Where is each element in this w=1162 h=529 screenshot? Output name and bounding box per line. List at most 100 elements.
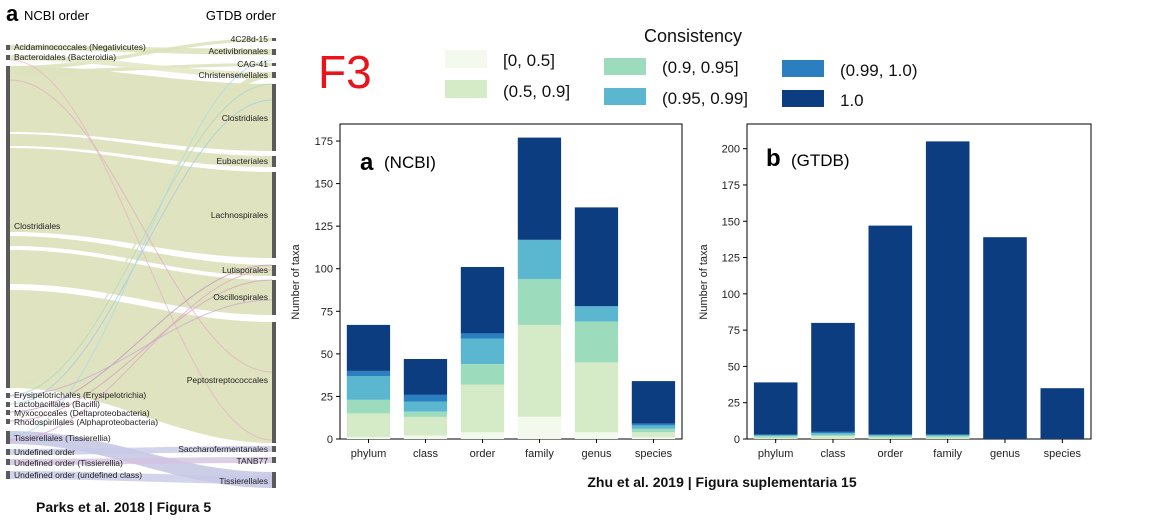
ncbi-bar-erysipelotrichales — [6, 393, 10, 398]
y-tick-label: 25 — [321, 391, 333, 403]
x-tick-label: class — [413, 448, 439, 460]
y-tick-label: 75 — [321, 306, 333, 318]
chart-gtdb-bars — [753, 141, 1085, 439]
ncbi-bar-rhodospirillales — [6, 419, 10, 424]
bar-segment-order — [868, 434, 913, 437]
bar-segment-class — [403, 394, 448, 402]
bar-segment-family — [925, 434, 970, 437]
bar-segment-class — [811, 431, 855, 434]
y-tick-label: 200 — [722, 144, 740, 156]
ncbi-bar-acidaminococcales — [6, 45, 10, 50]
sankey-thin-flow — [9, 264, 273, 413]
x-tick-label: order — [877, 448, 903, 460]
sankey-thin-flow — [9, 79, 273, 373]
bar-segment-phylum — [346, 399, 391, 414]
bar-segment-family — [925, 436, 970, 438]
bar-segment-phylum — [753, 382, 798, 435]
legend-label-05-09: (0.5, 0.9] — [503, 82, 570, 101]
y-tick-label: 150 — [315, 179, 333, 191]
bar-segment-order — [460, 364, 505, 385]
bar-segment-genus — [983, 237, 1027, 439]
y-tick-label: 0 — [734, 434, 740, 446]
gtdb-bar-cag-41 — [272, 63, 276, 66]
ncbi-bar-lactobacillales — [6, 402, 10, 407]
ncbi-bar-undefined — [6, 449, 10, 455]
legend-swatch-099-1 — [782, 60, 824, 77]
f3-label: F3 — [318, 46, 372, 98]
chart-gtdb-frame — [746, 123, 1092, 440]
gtdb-label: TANB77 — [237, 456, 269, 466]
bar-segment-class — [403, 401, 448, 412]
legend-title: Consistency — [644, 26, 742, 46]
bar-segment-phylum — [753, 434, 798, 437]
ncbi-label: Bacteroidales (Bacteroidia) — [14, 52, 116, 62]
sankey-flow — [10, 446, 272, 455]
chart-ncbi-title: (NCBI) — [384, 153, 436, 172]
sankey-thin-flow — [9, 279, 273, 422]
chart-ncbi-frame — [339, 123, 683, 440]
gtdb-bar-tissierellales — [272, 472, 276, 488]
ncbi-order-header: NCBI order — [24, 8, 90, 23]
sankey-flow — [10, 236, 272, 276]
gtdb-bar-christensenellales — [272, 72, 276, 78]
ncbi-label: Lactobacillales (Bacilli) — [14, 399, 100, 409]
sankey-thin-flow — [9, 269, 273, 441]
legend-label-1: 1.0 — [840, 91, 864, 110]
gtdb-label: Eubacteriales — [216, 156, 268, 166]
bar-segment-order — [460, 384, 505, 433]
gtdb-label: Clostridiales — [222, 113, 268, 123]
bar-segment-order — [460, 338, 505, 364]
bar-segment-family — [517, 416, 562, 439]
x-tick-label: genus — [990, 448, 1020, 460]
ncbi-bar-tissierellales — [6, 431, 10, 444]
bar-segment-phylum — [346, 413, 391, 438]
x-tick-label: phylum — [758, 448, 793, 460]
x-tick-label: order — [470, 448, 496, 460]
chart-ncbi-ylabel: Number of taxa — [290, 244, 302, 320]
bar-segment-species — [1040, 388, 1085, 439]
bar-segment-order — [460, 267, 505, 334]
bar-segment-order — [460, 432, 505, 439]
bar-segment-species — [631, 423, 676, 426]
ncbi-label: Rhodospirillales (Alphaproteobacteria) — [14, 417, 158, 427]
y-tick-label: 0 — [327, 434, 333, 446]
gtdb-label: Acetivibrionales — [208, 46, 268, 56]
bar-segment-family — [925, 437, 970, 439]
x-tick-label: phylum — [351, 448, 386, 460]
ncbi-order-bars — [6, 45, 10, 479]
sankey-panel: a NCBI order GTDB order — [6, 1, 277, 515]
y-tick-label: 100 — [315, 264, 333, 276]
bar-segment-order — [460, 333, 505, 339]
bar-segment-family — [517, 278, 562, 325]
sankey-flow — [10, 45, 272, 55]
ncbi-label: Undefined order — [14, 447, 75, 457]
legend-swatch-09-095 — [604, 58, 646, 75]
chart-gtdb-yticks: 0 25 50 75 100 125 150 175 200 — [722, 144, 747, 446]
x-tick-label: species — [635, 448, 673, 460]
ncbi-label: Myxococcales (Deltaproteobacteria) — [14, 408, 150, 418]
legend-label-099-1: (0.99, 1.0) — [840, 61, 918, 80]
sankey-flow — [10, 290, 272, 443]
gtdb-bar-eubacteriales — [272, 156, 276, 167]
sankey-flows — [9, 38, 273, 488]
bar-segment-class — [811, 322, 855, 432]
bar-segment-class — [811, 433, 855, 435]
ncbi-label: Tissierellales (Tissierellia) — [14, 433, 111, 443]
bar-segment-phylum — [346, 370, 391, 376]
ncbi-label: Clostridiales — [14, 221, 60, 231]
y-tick-label: 150 — [722, 216, 740, 228]
gtdb-bar-lachnospirales — [272, 172, 276, 258]
legend-swatch-05-09 — [445, 80, 487, 98]
y-tick-label: 125 — [722, 253, 740, 265]
sankey-flow — [10, 148, 272, 258]
x-tick-label: family — [525, 448, 554, 460]
right-caption: Zhu et al. 2019 | Figura suplementaria 1… — [587, 474, 856, 490]
gtdb-order-labels: 4C28d-15 Acetivibrionales CAG-41 Christe… — [178, 34, 268, 486]
sankey-flow — [10, 134, 272, 167]
bar-segment-species — [631, 425, 676, 429]
bar-segment-family — [517, 239, 562, 279]
bar-segment-family — [517, 324, 562, 417]
x-tick-label: genus — [582, 448, 612, 460]
gtdb-bar-4c28d-15 — [272, 38, 276, 41]
sankey-thin-flow — [9, 59, 273, 437]
